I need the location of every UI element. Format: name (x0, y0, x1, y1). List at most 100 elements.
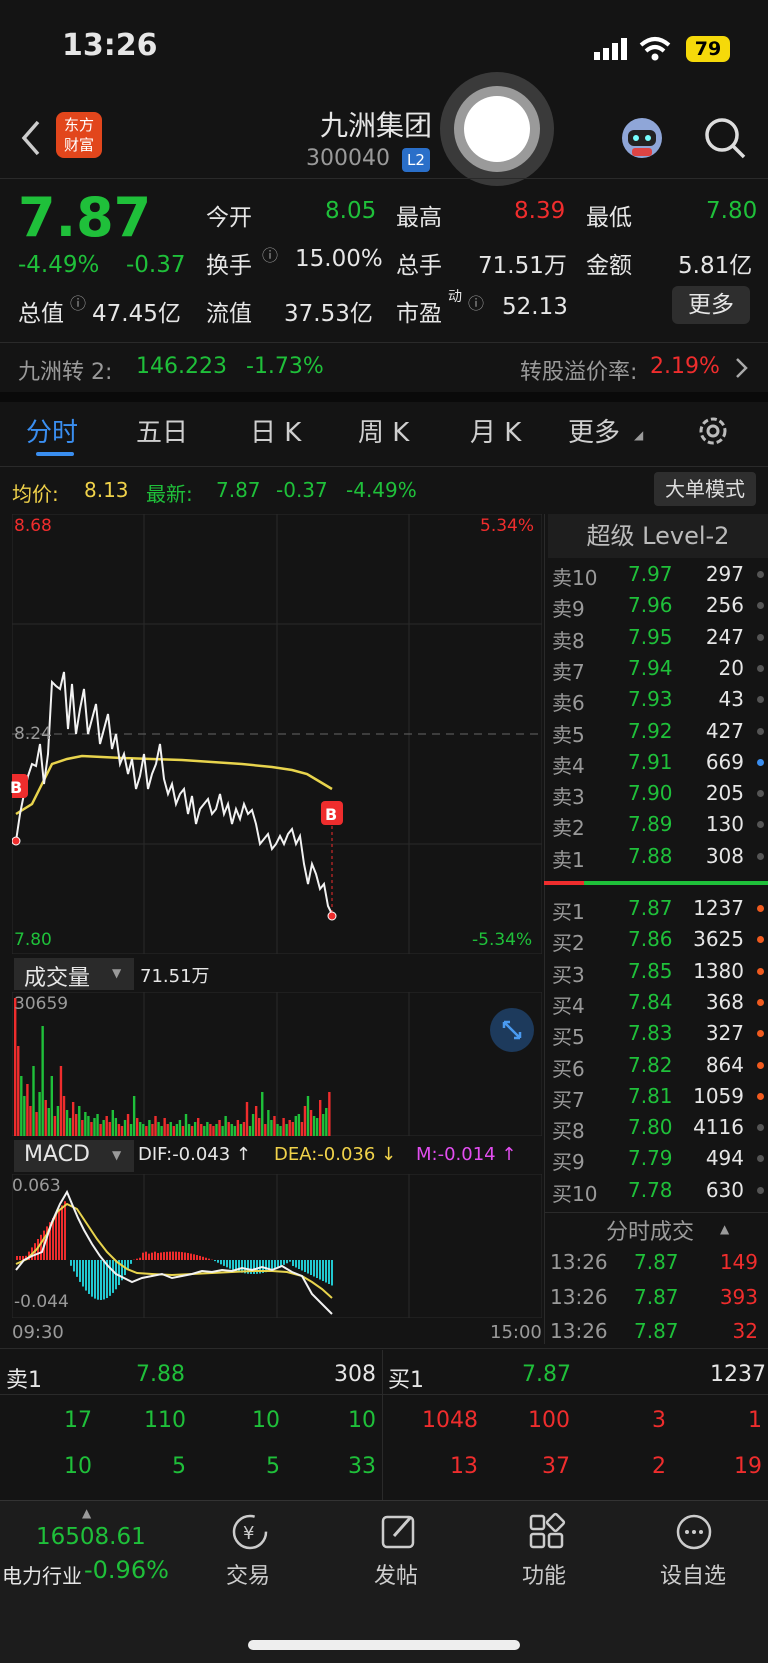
chevron-right-icon[interactable] (734, 356, 750, 380)
ask-price: 7.95 (628, 624, 673, 649)
macd-selector[interactable]: MACD ▼ (14, 1140, 134, 1172)
tab-weekly-k[interactable]: 周 K (358, 418, 410, 448)
high-label: 最高 (396, 205, 442, 231)
bid-level-label: 买10 (552, 1181, 598, 1206)
logo-text-2: 财富 (63, 136, 94, 154)
ask-row[interactable]: 卖4 7.91 669 (548, 746, 768, 778)
bid-row[interactable]: 买1 7.87 1237 (548, 892, 768, 924)
amount-value: 5.81亿 (678, 253, 753, 279)
volume-bar (322, 1114, 325, 1136)
dropdown-triangle-icon: ▼ (112, 966, 122, 980)
expand-icon[interactable] (490, 1008, 534, 1052)
order-dot-icon (757, 936, 764, 944)
volume-bar (136, 1118, 139, 1136)
ask-row[interactable]: 卖3 7.90 205 (548, 777, 768, 810)
bid-row[interactable]: 买2 7.86 3625 (548, 923, 768, 955)
volume-bar (148, 1120, 151, 1136)
level2-title[interactable]: 超级 Level-2 (548, 514, 768, 558)
collapse-triangle-icon[interactable]: ▲ (720, 1222, 730, 1236)
assistive-touch-button[interactable] (440, 72, 554, 186)
volume-bar (251, 1114, 255, 1136)
tick-volume: 149 (719, 1250, 758, 1274)
more-dots-icon[interactable] (674, 1512, 714, 1552)
macd-histogram-bar (235, 1260, 237, 1271)
info-icon[interactable]: ⓘ (468, 294, 485, 313)
volume-selector[interactable]: 成交量 ▼ (14, 958, 134, 991)
ask-row[interactable]: 卖9 7.96 256 (548, 589, 768, 621)
ask-row[interactable]: 卖8 7.95 247 (548, 621, 768, 653)
bid-row[interactable]: 买7 7.81 1059 (548, 1080, 768, 1112)
macd-histogram-bar (136, 1258, 138, 1260)
macd-histogram-bar (40, 1234, 42, 1260)
ask-volume: 43 (718, 687, 744, 712)
ask-level-label: 卖3 (552, 785, 585, 810)
macd-histogram-bar (97, 1260, 99, 1300)
bid-row[interactable]: 买6 7.82 864 (548, 1049, 768, 1081)
search-icon[interactable] (703, 116, 747, 160)
index-value[interactable]: 16508.61 (36, 1524, 146, 1550)
nav-post[interactable]: 发帖 (374, 1564, 419, 1589)
macd-histogram-bar (175, 1251, 177, 1260)
ask-row[interactable]: 卖7 7.94 20 (548, 652, 768, 684)
status-time: 13:26 (62, 28, 158, 63)
ask-level-label: 卖2 (552, 816, 585, 841)
bid-level-label: 买1 (552, 900, 585, 924)
stock-name: 九洲集团 (320, 109, 433, 142)
robot-assistant-icon[interactable] (618, 114, 666, 162)
bond-price: 146.223 (136, 354, 227, 379)
back-icon[interactable] (18, 118, 44, 158)
more-button[interactable]: 更多 (672, 286, 750, 324)
ticks-title[interactable]: 分时成交 (606, 1220, 695, 1245)
tab-intraday[interactable]: 分时 (26, 418, 79, 448)
ask-row[interactable]: 卖6 7.93 43 (548, 683, 768, 715)
ask-volume: 130 (705, 812, 744, 837)
index-pct[interactable]: -0.96% (84, 1556, 169, 1584)
bid-row[interactable]: 买5 7.83 327 (548, 1017, 768, 1049)
info-icon[interactable]: ⓘ (262, 246, 279, 265)
big-order-mode-button[interactable]: 大单模式 (654, 472, 756, 506)
battery-icon: 79 (686, 36, 730, 62)
info-icon[interactable]: ⓘ (70, 294, 87, 313)
tab-5day[interactable]: 五日 (136, 418, 189, 448)
axis-bottom-pct: -5.34% (472, 930, 533, 950)
bid-row[interactable]: 买10 7.78 630 (548, 1174, 768, 1206)
bond-name[interactable]: 九洲转 2: (18, 360, 113, 385)
nav-add-watchlist[interactable]: 设自选 (660, 1564, 727, 1589)
volume-chart[interactable] (12, 992, 542, 1136)
tab-monthly-k[interactable]: 月 K (470, 418, 522, 448)
volume-bar (309, 1110, 313, 1136)
ask-volume: 205 (705, 781, 744, 806)
bid-row[interactable]: 买8 7.80 4116 (548, 1111, 768, 1143)
ask-row[interactable]: 卖5 7.92 427 (548, 715, 768, 747)
bid-row[interactable]: 买3 7.85 1380 (548, 955, 768, 987)
app-logo[interactable]: 东方 财富 (56, 112, 102, 158)
macd-histogram-bar (91, 1260, 93, 1297)
macd-chart[interactable] (12, 1174, 542, 1318)
ask-row[interactable]: 卖2 7.89 130 (548, 808, 768, 841)
tick-row: 13:26 7.87 149 (548, 1246, 768, 1277)
post-edit-icon[interactable] (380, 1512, 418, 1552)
order-dot-icon (757, 696, 764, 704)
trade-yen-icon[interactable]: ¥ (230, 1512, 270, 1552)
low-label: 最低 (586, 205, 632, 231)
home-indicator[interactable] (248, 1640, 520, 1650)
macd-histogram-bar (109, 1260, 111, 1296)
function-grid-icon[interactable] (528, 1512, 566, 1552)
volume-bar (270, 1120, 273, 1136)
ask-row[interactable]: 卖10 7.97 297 (548, 558, 768, 590)
tab-more[interactable]: 更多 (568, 418, 621, 448)
avg-price-line (15, 754, 333, 816)
time-axis-start: 09:30 (12, 1322, 64, 1343)
bid-row[interactable]: 买4 7.84 368 (548, 986, 768, 1018)
index-name[interactable]: 电力行业 (2, 1564, 82, 1588)
volume-bar (145, 1126, 148, 1136)
nav-function[interactable]: 功能 (522, 1564, 567, 1589)
bid-row[interactable]: 买9 7.79 494 (548, 1142, 768, 1174)
tab-daily-k[interactable]: 日 K (250, 418, 302, 448)
ask-row[interactable]: 卖1 7.88 308 (548, 840, 768, 872)
nav-trade[interactable]: 交易 (226, 1564, 271, 1589)
intraday-price-chart[interactable] (12, 514, 542, 954)
volume-bar (279, 1126, 282, 1136)
settings-gear-icon[interactable] (696, 414, 730, 448)
bid-volume: 327 (705, 1021, 744, 1046)
